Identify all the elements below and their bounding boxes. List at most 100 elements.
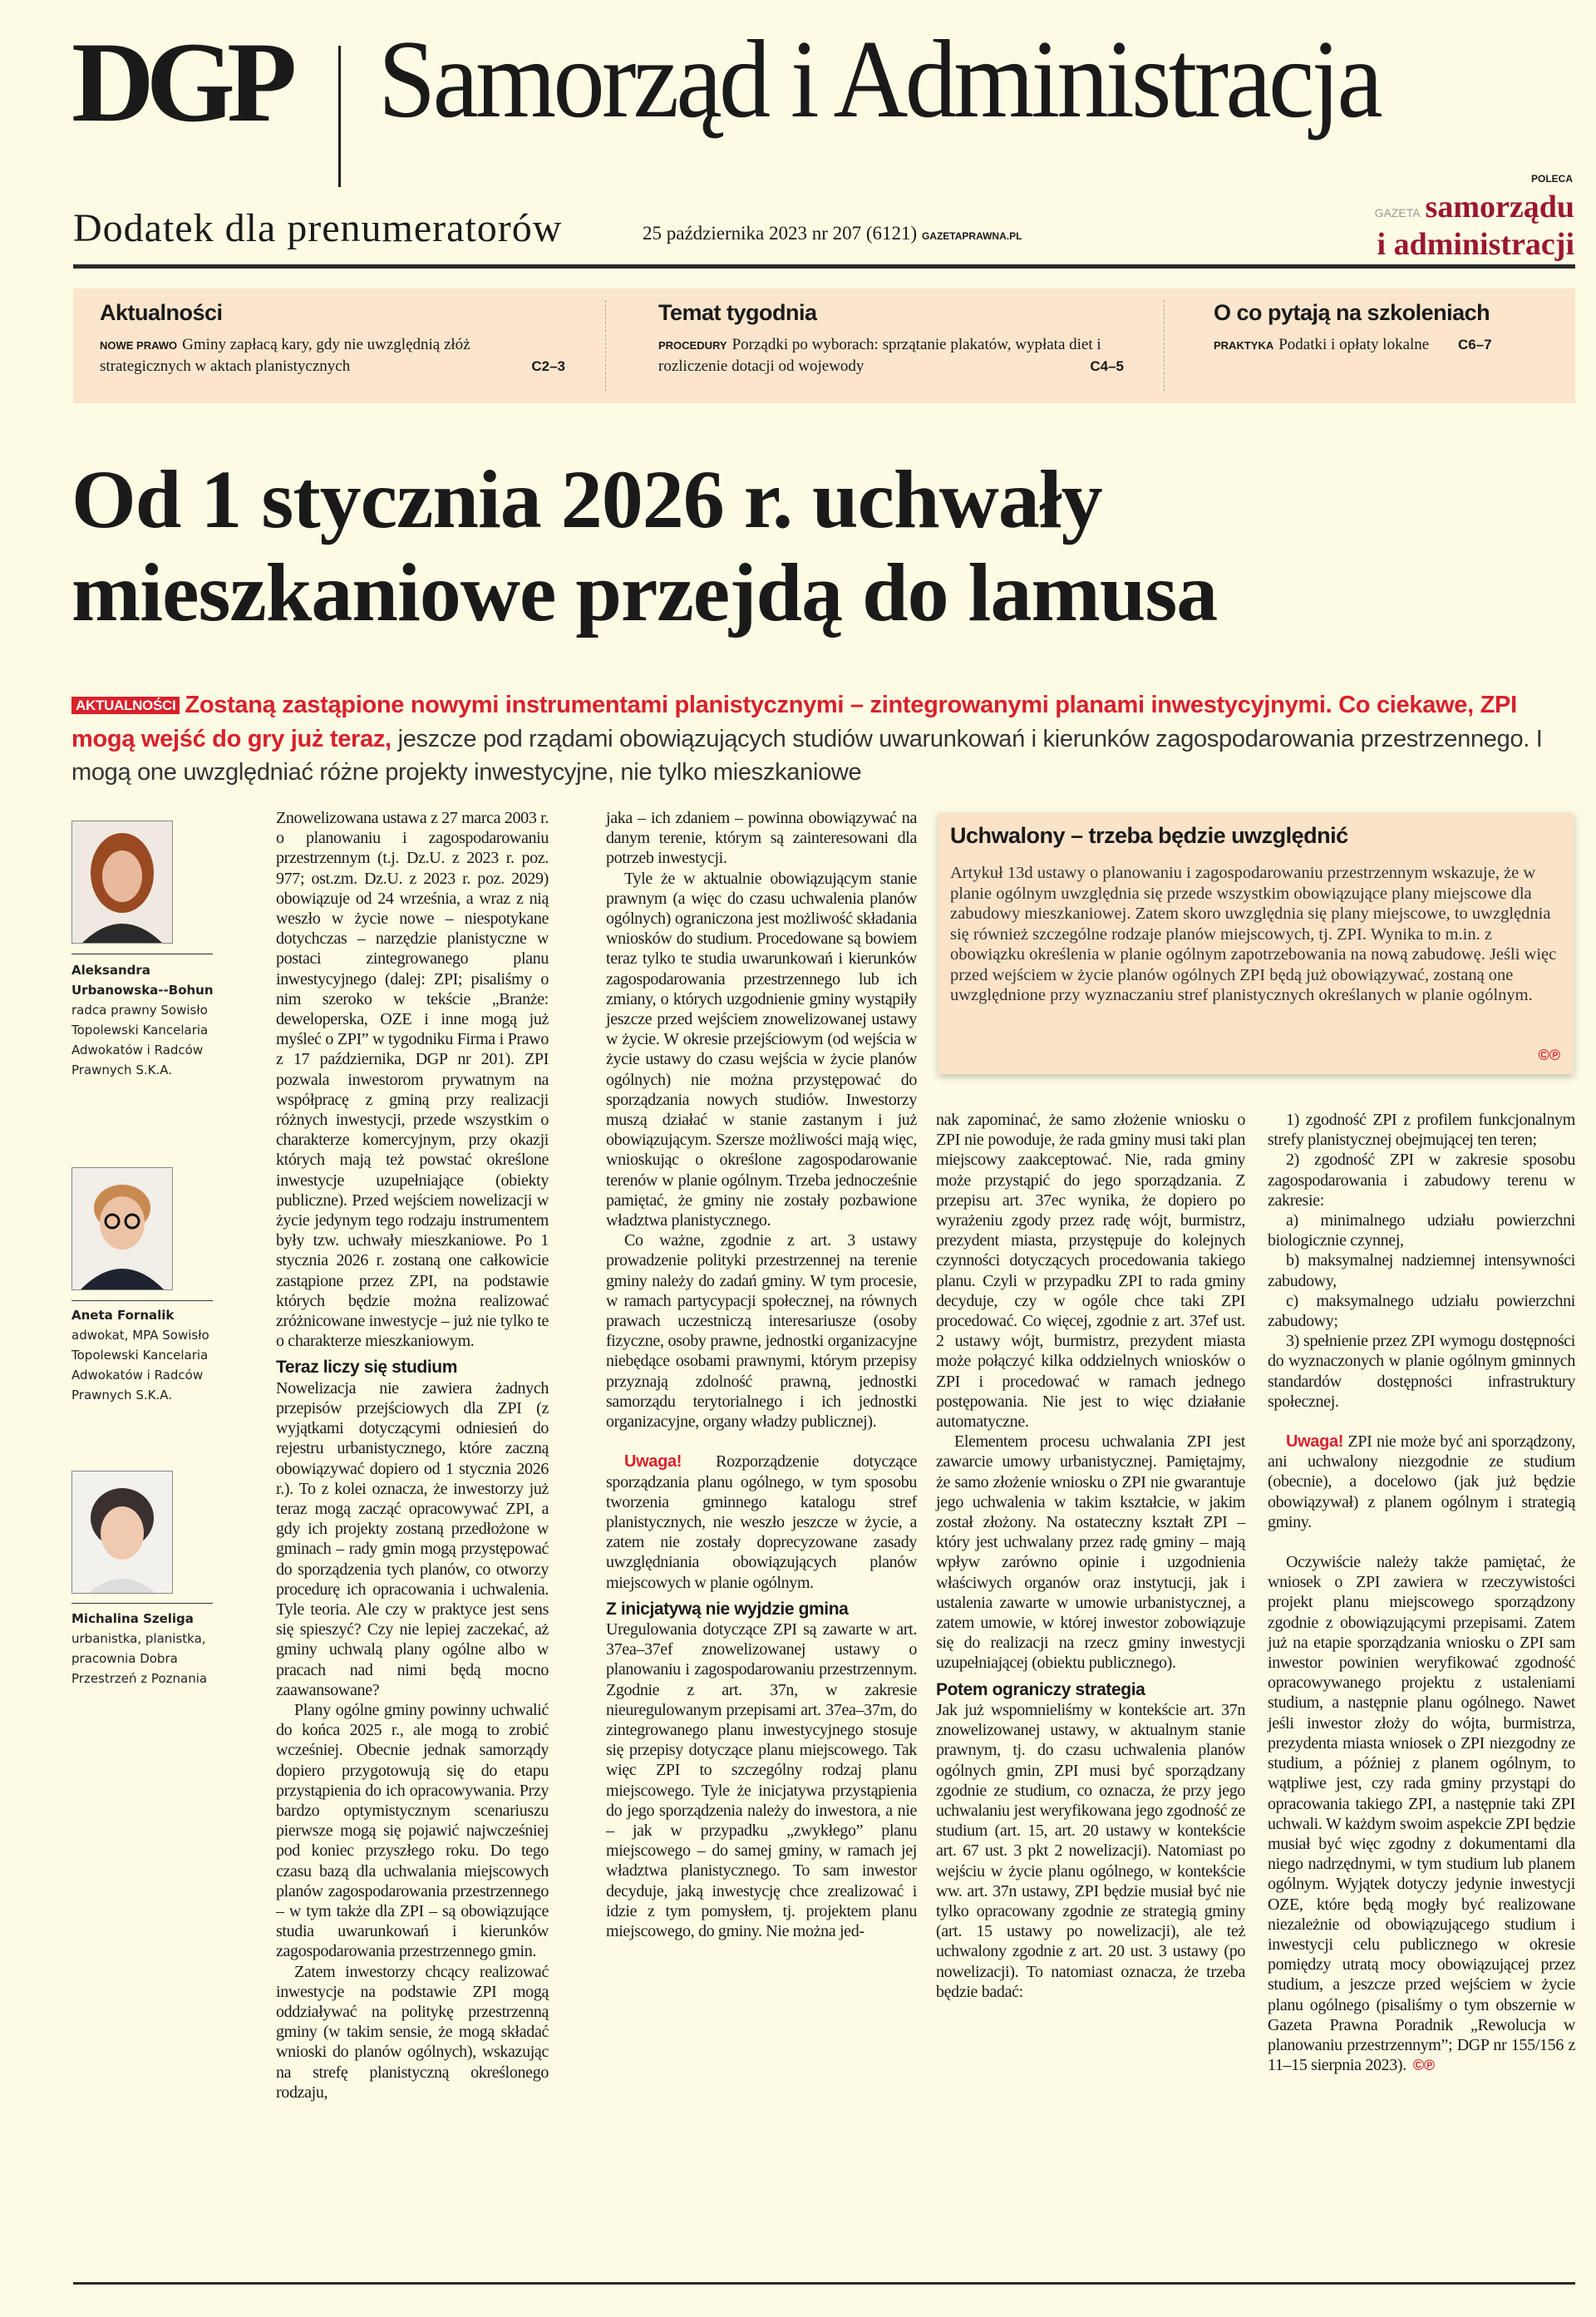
subheading: Potem ograniczy strategia — [936, 1679, 1145, 1699]
teaser-aktualnosci[interactable]: Aktualności NOWE PRAWO Gminy zapłacą kary… — [100, 300, 565, 377]
paragraph-text: 2) zgodność ZPI w zakresie sposobu zagos… — [1268, 1151, 1575, 1210]
issue-info: 25 października 2023 nr 207 (6121) GAZET… — [643, 223, 1022, 244]
paragraph-text: c) maksymalnego udziału powierzchni zabu… — [1268, 1291, 1575, 1331]
author-name: Aleksandra Urbanowska--Bohun — [71, 963, 214, 998]
teaser-divider — [605, 300, 606, 392]
box-text: Artykuł 13d ustawy o planowaniu i zagosp… — [950, 864, 1557, 1004]
paragraph-text: Nowelizacja nie zawiera żadnych przepisó… — [276, 1378, 549, 1699]
article-column-2: jaka – ich zdaniem – powinna obowiązywać… — [606, 808, 917, 1941]
paragraph-text: Uregulowania dotyczące ZPI są zawarte w … — [606, 1619, 917, 1940]
author-card: Aneta Fornalik adwokat, MPA Sowisło Topol… — [71, 1305, 217, 1405]
paragraph: Zatem inwestorzy chcący realizować inwes… — [276, 1962, 549, 2103]
paragraph: jaka – ich zdaniem – powinna obowiązywać… — [606, 808, 917, 869]
teaser-text: Porządki po wyborach: sprzątanie plakató… — [658, 336, 1101, 375]
author-photo — [71, 821, 173, 944]
author-name: Aneta Fornalik — [71, 1308, 175, 1323]
supplement-label: Dodatek dla prenumeratorów — [73, 206, 563, 250]
site-link[interactable]: GAZETAPRAWNA.PL — [921, 230, 1022, 242]
copyright-mark: ©℗ — [1538, 1047, 1560, 1063]
paragraph-text: 1) zgodność ZPI z profilem funkcjonalnym… — [1268, 1111, 1575, 1150]
paragraph: Oczywiście należy także pamiętać, że wni… — [1268, 1552, 1575, 2075]
paragraph-text: nak zapominać, że samo złożenie wniosku … — [936, 1111, 1245, 1432]
author-name: Michalina Szeliga — [71, 1611, 194, 1626]
section-title: Samorząd i Administracja — [378, 17, 1383, 140]
paragraph: nak zapominać, że samo złożenie wniosku … — [936, 1110, 1245, 1432]
teaser-kicker: PRAKTYKA — [1214, 339, 1274, 352]
teaser-pages: C4–5 — [1090, 358, 1124, 374]
issue-date: 25 października 2023 nr 207 (6121) — [643, 223, 918, 244]
paragraph-text: b) maksymalnej nadziemnej intensywności … — [1268, 1251, 1575, 1290]
teaser-section: Aktualności — [100, 300, 223, 325]
author-card: Michalina Szeliga urbanistka, planistka, … — [71, 1609, 217, 1688]
author-card: Aleksandra Urbanowska--Bohun radca prawny… — [71, 960, 217, 1080]
subheading: Teraz liczy się studium — [276, 1358, 457, 1378]
teaser-section: Temat tygodnia — [658, 300, 817, 325]
teaser-divider — [1164, 300, 1165, 392]
author-photo — [71, 1167, 173, 1290]
masthead-rule — [73, 264, 1575, 269]
paragraph-text: Znowelizowana ustawa z 27 marca 2003 r. … — [276, 809, 549, 1351]
paragraph-text: jaka – ich zdaniem – powinna obowiązywać… — [606, 809, 917, 868]
subheading: Z inicjatywą nie wyjdzie gmina — [606, 1599, 849, 1619]
article-column-3: nak zapominać, że samo złożenie wniosku … — [936, 1110, 1245, 2002]
author-divider — [71, 1300, 213, 1301]
paragraph: Nowelizacja nie zawiera żadnych przepisó… — [276, 1378, 549, 1700]
paragraph-text: ZPI nie może być ani sporządzony, ani uc… — [1268, 1432, 1575, 1531]
article-column-4: 1) zgodność ZPI z profilem funkcjonalnym… — [1268, 1110, 1575, 2075]
paragraph-text: a) minimalnego udziału powierzchni biolo… — [1268, 1211, 1575, 1250]
article-headline: Od 1 stycznia 2026 r. uchwały mieszkanio… — [71, 453, 1218, 638]
paragraph-text: Rozporządzenie dotyczące sporządzania pl… — [606, 1452, 917, 1592]
paragraph: Co ważne, zgodnie z art. 3 ustawy prowad… — [606, 1230, 917, 1432]
warning-label: Uwaga! — [624, 1452, 682, 1472]
brand-prefix: GAZETA — [1374, 206, 1421, 219]
paragraph: c) maksymalnego udziału powierzchni zabu… — [1268, 1291, 1575, 1331]
lead-text: jeszcze pod rządami obowiązujących studi… — [71, 726, 1543, 786]
teaser-pages: C6–7 — [1458, 337, 1492, 352]
paragraph: 3) spełnienie przez ZPI wymogu dostępnoś… — [1268, 1331, 1575, 1412]
section-tag: AKTUALNOŚCI — [71, 697, 180, 714]
warning-label: Uwaga! — [1286, 1432, 1344, 1452]
paragraph: 2) zgodność ZPI w zakresie sposobu zagos… — [1268, 1150, 1575, 1210]
author-role: radca prawny Sowisło Topolewski Kancelar… — [71, 1003, 209, 1077]
masthead-divider — [338, 46, 341, 187]
paragraph: 1) zgodność ZPI z profilem funkcjonalnym… — [1268, 1110, 1575, 1150]
paragraph: Uregulowania dotyczące ZPI są zawarte w … — [606, 1619, 917, 1941]
teaser-text: Gminy zapłacą kary, gdy nie uwzględnią z… — [100, 336, 470, 375]
paragraph: Tyle że w aktualnie obowiązującym stanie… — [606, 869, 917, 1231]
brand-line1: samorządu — [1425, 190, 1574, 224]
box-title: Uchwalony – trzeba będzie uwzględnić — [950, 823, 1348, 848]
dgp-logo: DGP — [71, 18, 297, 145]
paragraph-text: Co ważne, zgodnie z art. 3 ustawy prowad… — [606, 1231, 917, 1432]
paragraph: Uwaga! ZPI nie może być ani sporządzony,… — [1268, 1432, 1575, 1532]
brand-line2: i administracji — [1377, 227, 1574, 262]
paragraph: a) minimalnego udziału powierzchni biolo… — [1268, 1210, 1575, 1250]
author-role: adwokat, MPA Sowisło Topolewski Kancelar… — [71, 1328, 209, 1403]
paragraph-text: Elementem procesu uchwalania ZPI jest za… — [936, 1432, 1245, 1673]
paragraph: Elementem procesu uchwalania ZPI jest za… — [936, 1432, 1245, 1673]
lead-highlight: Zostaną zastąpione nowymi instrumentami … — [71, 692, 1517, 752]
teaser-kicker: NOWE PRAWO — [100, 339, 178, 352]
teaser-bar: Aktualności NOWE PRAWO Gminy zapłacą kary… — [73, 288, 1575, 403]
article-column-1: Znowelizowana ustawa z 27 marca 2003 r. … — [276, 808, 549, 2103]
teaser-kicker: PROCEDURY — [658, 339, 727, 352]
teaser-szkolenia[interactable]: O co pytają na szkoleniach PRAKTYKA Podat… — [1214, 300, 1563, 356]
article-lead: AKTUALNOŚCI Zostaną zastąpione nowymi ins… — [71, 688, 1576, 789]
author-divider — [71, 1603, 213, 1604]
paragraph: Jak już wspomnieliśmy w kontekście art. … — [936, 1700, 1245, 2002]
info-box: Uchwalony – trzeba będzie uwzględnić Art… — [938, 813, 1574, 1074]
copyright-mark: ©℗ — [1412, 2057, 1435, 2074]
teaser-temat-tygodnia[interactable]: Temat tygodnia PROCEDURY Porządki po wybo… — [658, 300, 1124, 377]
brand-logo: GAZETA samorządu i administracji — [1375, 191, 1574, 260]
paragraph-text: Plany ogólne gminy powinny uchwalić do k… — [276, 1700, 549, 1961]
paragraph: Uwaga! Rozporządzenie dotyczące sporządz… — [606, 1452, 917, 1592]
paragraph: Znowelizowana ustawa z 27 marca 2003 r. … — [276, 808, 549, 1351]
author-role: urbanistka, planistka, pracownia Dobra P… — [71, 1631, 208, 1686]
paragraph-text: 3) spełnienie przez ZPI wymogu dostępnoś… — [1268, 1332, 1575, 1411]
paragraph-text: Tyle że w aktualnie obowiązującym stanie… — [606, 869, 917, 1230]
teaser-pages: C2–3 — [531, 358, 565, 374]
poleca-label: POLECA — [1530, 173, 1573, 185]
paragraph: b) maksymalnej nadziemnej intensywności … — [1268, 1250, 1575, 1290]
teaser-text: Podatki i opłaty lokalne — [1278, 336, 1430, 353]
teaser-section: O co pytają na szkoleniach — [1214, 300, 1490, 325]
paragraph-text: Oczywiście należy także pamiętać, że wni… — [1268, 1553, 1575, 2075]
